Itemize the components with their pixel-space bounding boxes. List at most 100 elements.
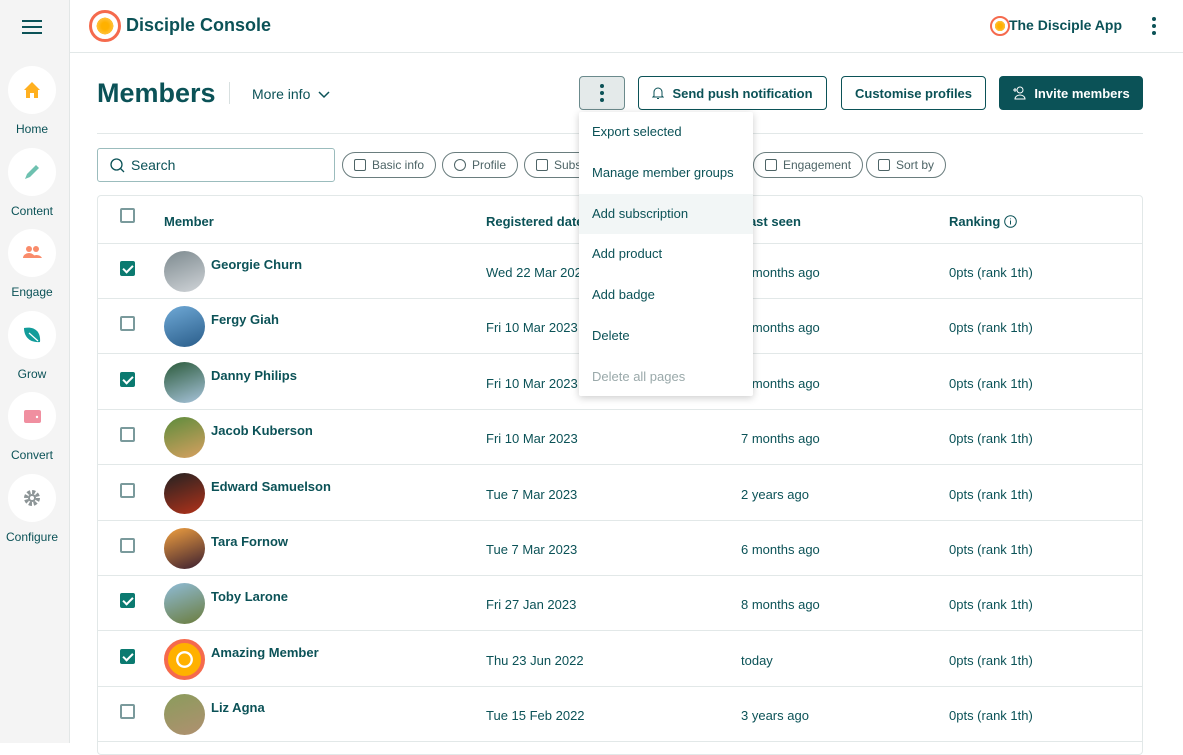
- ranking: 0pts (rank 1th): [949, 652, 1033, 668]
- leaf-icon: [24, 327, 41, 342]
- sidebar-item-convert[interactable]: Convert: [0, 392, 64, 462]
- menu-item-delete[interactable]: Delete: [592, 328, 630, 343]
- member-name[interactable]: Toby Larone: [211, 589, 289, 605]
- filter-chip[interactable]: Profile: [442, 152, 519, 178]
- row-checkbox[interactable]: [120, 427, 135, 443]
- avatar: [164, 361, 205, 403]
- table-row[interactable]: Amazing Member Thu 23 Jun 2022 today 0pt…: [98, 632, 1142, 687]
- avatar: [164, 417, 205, 459]
- search-input[interactable]: Search: [97, 148, 335, 182]
- ranking: 0pts (rank 1th): [949, 486, 1033, 502]
- sidebar-item-home[interactable]: Home: [0, 66, 64, 136]
- registered-date: Tue 15 Feb 2022: [486, 708, 585, 724]
- avatar: [164, 583, 205, 625]
- table-row[interactable]: Toby Larone Fri 27 Jan 2023 8 months ago…: [98, 576, 1142, 632]
- sidebar: Home Content Engage Grow Convert Configure: [0, 0, 70, 743]
- ranking-label: Ranking: [949, 214, 1001, 229]
- column-registered-date[interactable]: Registered date: [486, 214, 584, 229]
- send-push-notification-button[interactable]: Send push notification: [638, 76, 827, 110]
- select-all-checkbox[interactable]: [120, 208, 135, 223]
- sort-icon: [878, 159, 890, 171]
- table-row[interactable]: Tara Fornow Tue 7 Mar 2023 6 months ago …: [98, 521, 1142, 576]
- column-member[interactable]: Member: [164, 214, 214, 229]
- row-checkbox[interactable]: [120, 371, 135, 387]
- thumbs-up-icon: [765, 159, 777, 171]
- menu-item-add-subscription[interactable]: Add subscription: [579, 193, 753, 234]
- ranking: 0pts (rank 1th): [949, 542, 1033, 557]
- ranking: 0pts (rank 1th): [949, 431, 1033, 447]
- table-row[interactable]: Edward Samuelson Tue 7 Mar 2023 2 years …: [98, 466, 1142, 521]
- last-seen: 7 months ago: [741, 431, 820, 447]
- invite-members-button[interactable]: Invite members: [999, 76, 1143, 110]
- more-vertical-icon[interactable]: [1152, 17, 1156, 35]
- member-name[interactable]: Fergy Giah: [211, 312, 279, 328]
- last-seen: 6 months ago: [741, 542, 820, 557]
- member-name[interactable]: Amazing Member: [211, 644, 319, 660]
- sidebar-item-grow[interactable]: Grow: [0, 310, 64, 381]
- info-icon[interactable]: [1004, 215, 1017, 228]
- filter-chip[interactable]: Engagement: [753, 152, 864, 178]
- ranking: 0pts (rank 1th): [949, 375, 1033, 391]
- list-icon: [354, 159, 366, 171]
- ranking: 0pts (rank 1th): [949, 320, 1033, 336]
- table-row[interactable]: Fergy Giah Fri 10 Mar 2023 7 months ago …: [98, 299, 1142, 355]
- sidebar-item-configure[interactable]: Configure: [0, 474, 64, 544]
- row-checkbox[interactable]: [120, 261, 135, 276]
- registered-date: Tue 7 Mar 2023: [486, 542, 578, 557]
- divider: [229, 82, 230, 104]
- disciple-logo: [89, 10, 121, 42]
- menu-item-manage-member-groups[interactable]: Manage member groups: [592, 164, 734, 180]
- member-name[interactable]: Georgie Churn: [211, 257, 303, 272]
- menu-item-add-badge[interactable]: Add badge: [592, 287, 655, 303]
- sidebar-item-label: Configure: [5, 530, 59, 544]
- avatar: [164, 528, 205, 569]
- menu-icon[interactable]: [22, 20, 42, 36]
- send-push-label: Send push notification: [672, 85, 813, 101]
- avatar: [164, 306, 205, 348]
- menu-item-delete-all-pages: Delete all pages: [592, 368, 686, 384]
- row-checkbox[interactable]: [120, 648, 135, 664]
- gear-icon: [24, 490, 40, 506]
- row-checkbox[interactable]: [120, 704, 135, 720]
- last-seen: today: [741, 652, 773, 668]
- sidebar-item-label: Engage: [11, 285, 53, 300]
- member-name[interactable]: Danny Philips: [211, 367, 297, 383]
- filter-chip[interactable]: Sort by: [866, 152, 947, 178]
- row-checkbox[interactable]: [120, 316, 135, 332]
- avatar: [164, 694, 205, 736]
- member-name[interactable]: Edward Samuelson: [211, 478, 331, 494]
- subscription-icon: [536, 159, 548, 171]
- filter-label: Sort by: [896, 158, 935, 172]
- avatar: [164, 472, 205, 514]
- brand-title: Disciple Console: [126, 15, 272, 35]
- sidebar-item-content[interactable]: Content: [0, 147, 64, 218]
- ranking: 0pts (rank 1th): [949, 708, 1033, 724]
- column-last-seen[interactable]: Last seen: [741, 214, 801, 229]
- row-checkbox[interactable]: [120, 593, 135, 609]
- table-row[interactable]: Danny Philips Fri 10 Mar 2023 7 months a…: [98, 355, 1142, 410]
- more-info-dropdown[interactable]: More info: [252, 86, 330, 102]
- menu-item-export-selected[interactable]: Export selected: [592, 124, 682, 139]
- registered-date: Wed 22 Mar 2023: [486, 265, 590, 280]
- customise-profiles-button[interactable]: Customise profiles: [841, 76, 986, 110]
- more-actions-button[interactable]: [579, 76, 625, 110]
- member-name[interactable]: Tara Fornow: [211, 534, 289, 549]
- menu-item-add-product[interactable]: Add product: [592, 246, 663, 262]
- member-name[interactable]: Liz Agna: [211, 700, 265, 716]
- search-icon: [110, 158, 125, 173]
- app-switcher[interactable]: The Disciple App: [1008, 17, 1122, 33]
- row-checkbox[interactable]: [120, 482, 135, 498]
- table-row[interactable]: Liz Agna Tue 15 Feb 2022 3 years ago 0pt…: [98, 687, 1142, 743]
- people-icon: [23, 246, 42, 259]
- sidebar-item-label: Convert: [10, 448, 54, 463]
- sidebar-item-engage[interactable]: Engage: [0, 229, 64, 299]
- row-checkbox[interactable]: [120, 538, 135, 553]
- registered-date: Tue 7 Mar 2023: [486, 486, 578, 502]
- column-ranking[interactable]: Ranking: [949, 214, 1017, 229]
- more-actions-menu: Export selected Manage member groups Add s…: [579, 112, 753, 396]
- invite-label: Invite members: [1034, 85, 1130, 101]
- filter-chip[interactable]: Basic info: [342, 152, 437, 178]
- member-name[interactable]: Jacob Kuberson: [211, 423, 313, 439]
- table-row[interactable]: Jacob Kuberson Fri 10 Mar 2023 7 months …: [98, 410, 1142, 466]
- more-info-label: More info: [252, 86, 311, 102]
